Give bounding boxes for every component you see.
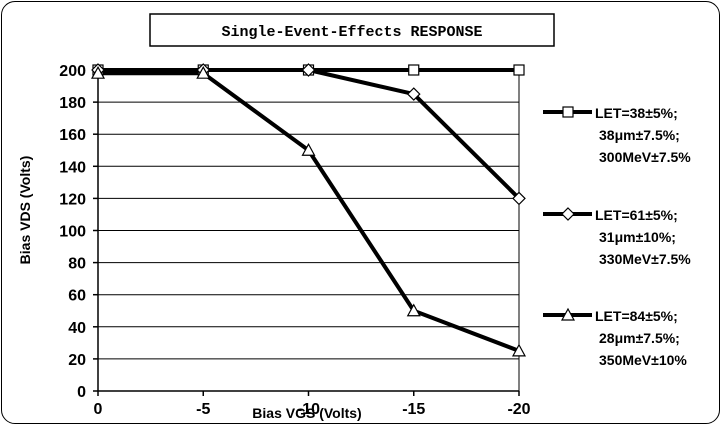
chart-title-box: Single-Event-Effects RESPONSE (149, 13, 555, 47)
y-tick-label: 0 (77, 384, 86, 401)
data-point-square (513, 64, 525, 76)
y-tick-label: 160 (59, 127, 86, 144)
legend-label-line: 330MeV±7.5% (599, 251, 691, 267)
chart-title: Single-Event-Effects RESPONSE (221, 24, 482, 41)
legend-label-line: 28μm±7.5%; (599, 330, 680, 346)
data-point-diamond (512, 191, 526, 206)
x-tick-label: -20 (507, 401, 530, 418)
y-tick-label: 40 (68, 320, 86, 337)
data-point-square (408, 64, 420, 76)
legend-label-line: 300MeV±7.5% (599, 149, 691, 165)
y-tick-label: 20 (68, 352, 86, 369)
data-point-triangle (90, 65, 106, 79)
x-tick-labels: 0 -5 -10 -15 -20 (94, 401, 531, 418)
axes (93, 69, 520, 396)
x-tick-label: 0 (94, 401, 103, 418)
legend-marker-square (562, 106, 574, 118)
y-axis-title: Bias VDS (Volts) (17, 156, 33, 265)
y-tick-label: 60 (68, 288, 86, 305)
y-tick-label: 200 (59, 63, 86, 80)
legend-label-line: LET=61±5%; (595, 207, 678, 223)
y-tick-label: 180 (59, 95, 86, 112)
x-tick-label: -15 (402, 401, 425, 418)
y-tick-labels: 0 20 40 60 80 100 120 140 160 180 200 (59, 63, 86, 401)
grid-lines (98, 69, 519, 392)
series-lines (98, 68, 521, 353)
x-tick-label: -5 (196, 401, 210, 418)
data-point-triangle (511, 343, 527, 357)
series-line-triangle (98, 71, 520, 353)
x-tick-label: -10 (297, 401, 320, 418)
data-point-diamond (301, 63, 316, 77)
y-tick-label: 100 (59, 224, 86, 241)
data-point-triangle (196, 65, 211, 79)
data-point-diamond (406, 87, 421, 101)
legend-marker-triangle (560, 307, 576, 321)
legend: LET=38±5%; 38μm±7.5%; 300MeV±7.5% LET=61±5%… (543, 105, 691, 368)
legend-label-line: LET=84±5%; (595, 308, 678, 324)
legend-label-line: LET=38±5%; (595, 105, 678, 121)
legend-label-line: 31μm±10%; (599, 229, 676, 245)
y-tick-label: 140 (59, 159, 86, 176)
y-tick-label: 80 (68, 256, 86, 273)
series-markers (90, 63, 527, 357)
x-axis-title: Bias VGS (Volts) (252, 405, 361, 421)
y-tick-label: 120 (59, 191, 86, 208)
legend-marker-diamond (561, 207, 575, 221)
legend-label-line: 350MeV±10% (599, 352, 687, 368)
data-point-triangle (301, 142, 316, 156)
data-point-triangle (406, 303, 421, 317)
legend-label-line: 38μm±7.5%; (599, 127, 680, 143)
